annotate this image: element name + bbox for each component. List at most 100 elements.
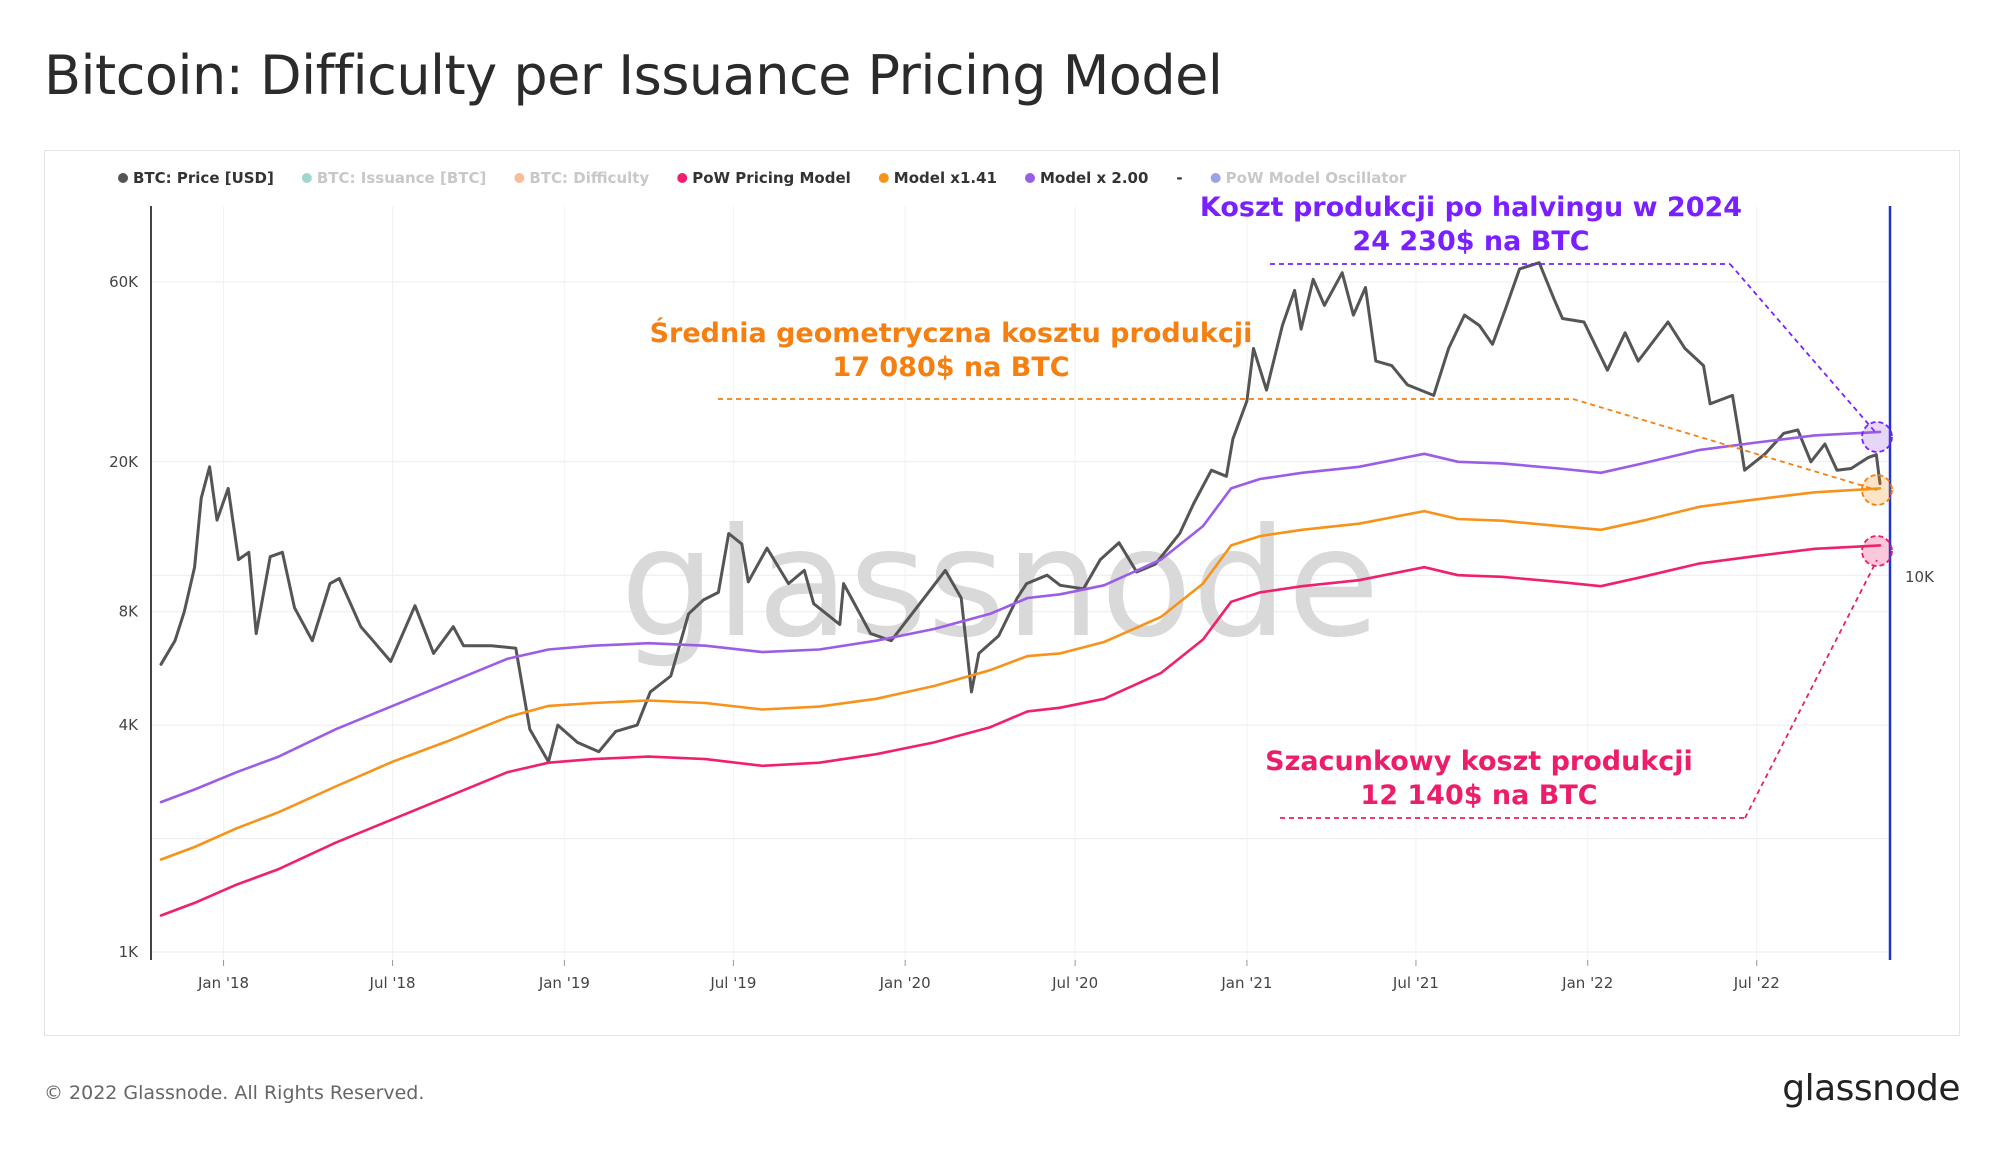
legend-item[interactable]: PoW Pricing Model — [677, 169, 851, 187]
footer-logo[interactable]: glassnode — [1782, 1068, 1960, 1109]
legend-item[interactable]: BTC: Difficulty — [514, 169, 649, 187]
data-point — [1823, 442, 1827, 446]
legend-item[interactable]: BTC: Issuance [BTC] — [301, 169, 486, 187]
data-point — [328, 582, 332, 585]
data-point — [1160, 558, 1162, 561]
data-point — [193, 846, 196, 848]
data-point — [1666, 320, 1670, 324]
marker-orange — [1861, 474, 1893, 506]
data-point — [1358, 466, 1360, 468]
data-point — [1202, 582, 1204, 585]
data-point — [159, 663, 163, 666]
data-point — [547, 648, 550, 651]
data-point — [647, 642, 650, 644]
data-point — [1501, 462, 1503, 465]
data-point — [1699, 449, 1701, 451]
data-point — [452, 625, 455, 628]
legend-item[interactable]: BTC: Price [USD] — [118, 169, 274, 187]
data-point — [334, 728, 337, 731]
data-point — [1457, 574, 1459, 576]
data-point — [1259, 535, 1261, 537]
data-point — [277, 811, 280, 813]
annotation-orange-lines — [718, 398, 1878, 491]
x-tick-label: Jan '22 — [1561, 974, 1613, 992]
data-point — [227, 487, 230, 490]
legend-label: Model x1.41 — [894, 169, 997, 187]
legend-swatch — [878, 173, 889, 183]
data-point — [506, 716, 509, 718]
data-point — [636, 723, 639, 727]
data-point — [933, 685, 935, 687]
data-point — [1561, 317, 1564, 320]
data-point — [1230, 601, 1232, 603]
series-line-pow-pricing-model — [159, 544, 1882, 917]
x-tick-label: Jan '19 — [538, 974, 590, 992]
data-point — [702, 598, 705, 602]
data-point — [704, 758, 707, 760]
legend-item[interactable]: Model x 2.00 — [1025, 169, 1148, 187]
data-point — [462, 644, 465, 647]
data-point — [391, 818, 394, 821]
data-point — [1501, 576, 1503, 578]
legend-item[interactable]: PoW Model Oscillator — [1210, 169, 1407, 187]
data-point — [1059, 593, 1061, 596]
data-point — [1699, 562, 1701, 565]
data-point — [391, 705, 394, 707]
data-point — [761, 765, 764, 767]
y-tick-label: 8K — [119, 603, 140, 621]
legend-label: PoW Model Oscillator — [1226, 169, 1407, 187]
data-point — [1352, 313, 1355, 317]
data-point — [1059, 584, 1062, 587]
data-point — [1374, 359, 1378, 363]
legend-item[interactable]: - — [1176, 169, 1182, 187]
data-point — [875, 698, 877, 700]
data-point — [215, 518, 219, 522]
data-point — [787, 582, 790, 585]
data-point — [1259, 478, 1261, 480]
data-point — [765, 546, 769, 550]
data-point — [1259, 591, 1261, 594]
data-point — [556, 723, 559, 727]
data-point — [1301, 585, 1303, 587]
marker-purple — [1861, 421, 1893, 453]
data-point — [1358, 579, 1360, 581]
data-point — [449, 794, 452, 797]
data-point — [576, 741, 579, 744]
annotation-pink-line2: 12 140$ na BTC — [1360, 780, 1597, 811]
data-point — [818, 648, 821, 651]
data-point — [818, 761, 821, 764]
data-point — [1341, 271, 1344, 274]
data-point — [669, 674, 672, 678]
data-point — [1731, 394, 1734, 397]
legend-label: BTC: Price [USD] — [133, 169, 274, 187]
data-point — [1103, 641, 1105, 643]
data-point — [1447, 347, 1450, 350]
data-point — [842, 582, 845, 585]
data-point — [997, 634, 1000, 638]
data-point — [1265, 388, 1268, 392]
data-point — [647, 699, 650, 702]
legend-item[interactable]: Model x1.41 — [878, 169, 997, 187]
data-point — [1699, 505, 1701, 508]
data-point — [193, 788, 196, 791]
x-tick-label: Jan '18 — [197, 974, 249, 992]
data-point — [183, 610, 186, 613]
data-point — [235, 883, 238, 886]
legend-label: PoW Pricing Model — [692, 169, 851, 187]
data-point — [237, 558, 240, 561]
data-point — [1642, 462, 1644, 465]
data-point — [1708, 402, 1712, 405]
data-point — [235, 771, 238, 773]
annotation-pink-line1: Szacunkowy koszt produkcji — [1265, 746, 1693, 777]
annotation-pink-lines — [1280, 559, 1878, 819]
data-point — [338, 577, 341, 580]
legend-swatch — [301, 173, 312, 183]
data-point — [506, 771, 509, 773]
data-point — [1501, 519, 1503, 522]
data-point — [1463, 313, 1466, 317]
data-point — [1045, 574, 1049, 577]
data-point — [803, 569, 806, 572]
x-tick-label: Jan '20 — [879, 974, 931, 992]
data-point — [160, 914, 162, 917]
data-point — [371, 639, 375, 642]
